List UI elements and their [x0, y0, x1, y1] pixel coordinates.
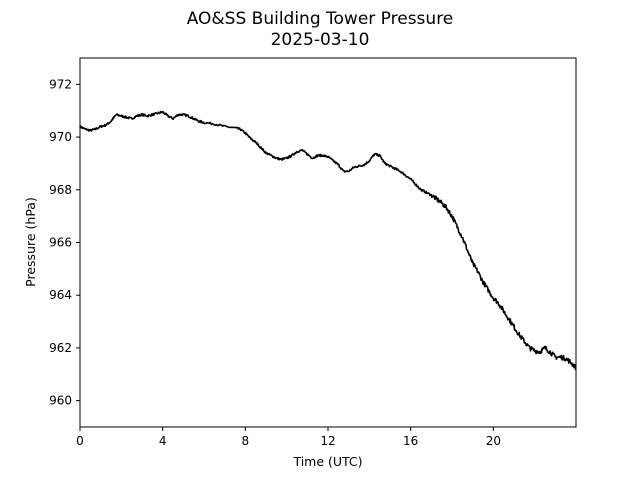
y-tick-label: 972 [49, 77, 72, 91]
chart-title: AO&SS Building Tower Pressure [187, 9, 454, 29]
y-tick-label: 966 [49, 236, 72, 250]
x-tick-label: 20 [486, 434, 501, 448]
y-tick-label: 962 [49, 341, 72, 355]
y-tick-label: 964 [49, 288, 72, 302]
x-tick-label: 0 [76, 434, 84, 448]
chart-subtitle: 2025-03-10 [271, 30, 370, 50]
plot-frame [79, 57, 577, 428]
y-axis-ticks: 960 962 964 966 968 970 972 [49, 77, 80, 408]
x-axis-ticks: 0 4 8 12 16 20 [76, 427, 501, 448]
y-axis-label: Pressure (hPa) [23, 197, 38, 287]
y-tick-label: 970 [49, 130, 72, 144]
x-tick-label: 12 [320, 434, 335, 448]
x-tick-label: 4 [159, 434, 167, 448]
x-tick-label: 16 [403, 434, 418, 448]
y-tick-label: 968 [49, 183, 72, 197]
x-tick-label: 8 [242, 434, 250, 448]
y-tick-label: 960 [49, 394, 72, 408]
x-axis-label: Time (UTC) [292, 454, 362, 469]
pressure-series-line [79, 110, 577, 371]
